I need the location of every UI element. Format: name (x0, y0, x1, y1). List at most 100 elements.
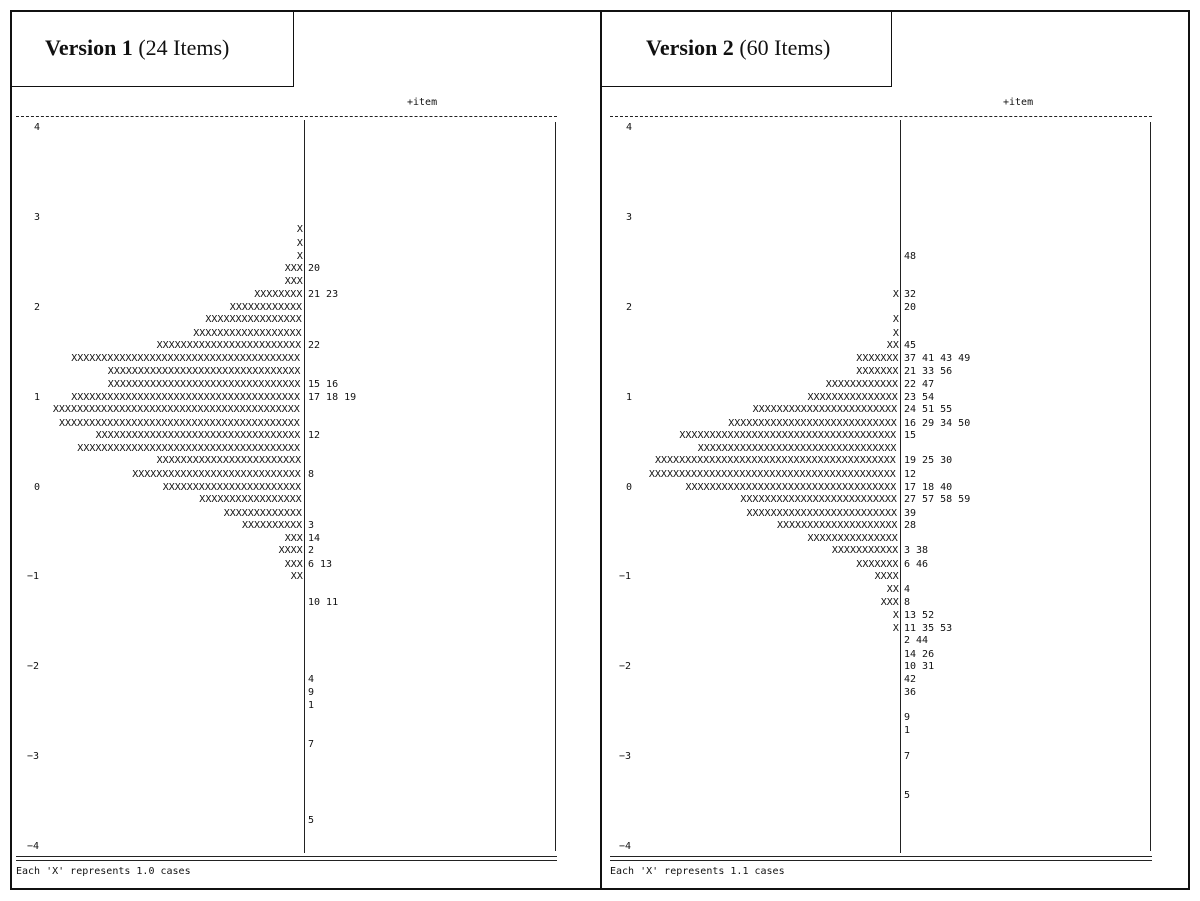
item-label: 45 (904, 340, 917, 352)
map-header: +item (407, 97, 438, 108)
item-label: 15 16 (308, 379, 339, 391)
person-count-bar: X (296, 237, 303, 249)
logit-tick-label: −3 (619, 751, 632, 763)
person-count-bar: XXXXXXXXXXX (831, 545, 899, 557)
logit-tick-label: −4 (619, 841, 632, 852)
item-label: 8 (904, 597, 911, 609)
person-count-bar: XXXXXXXXXXXXXXXXXXXXXXXXXXXXXXXXXXXXXXXX… (648, 468, 896, 480)
person-count-bar: XXXXXXXXXXXXXXXXXX (193, 327, 302, 339)
right-border-line (555, 122, 556, 851)
person-count-bar: X (892, 610, 899, 622)
item-label: 17 18 40 (904, 481, 953, 493)
item-label: 17 18 19 (308, 391, 357, 403)
item-label: 4 (308, 673, 315, 685)
item-label: 13 52 (904, 610, 935, 622)
item-label: 48 (904, 250, 917, 262)
item-label: 27 57 58 59 (904, 494, 971, 506)
person-count-bar: XX (886, 340, 899, 352)
logit-tick-label: −1 (27, 571, 40, 583)
item-label: 9 (308, 687, 315, 699)
logit-tick-label: 1 (626, 391, 633, 403)
item-label: 22 47 (904, 379, 935, 391)
person-count-bar: XXXXXXXXXXXXXXXXXXXXXXXXXXXXXXXXXXXX (679, 430, 897, 442)
logit-tick-label: −2 (619, 661, 632, 673)
person-count-bar: XXXXXXXXXXXXXXXXXXXXXXXXXXXXXXXXXXXXXX (71, 352, 300, 364)
person-count-bar: XXXXXXX (856, 365, 899, 377)
person-count-bar: XXXXXXXXXXXXXXXXXXXXXXXX (156, 455, 302, 467)
person-count-bar: XXX (284, 263, 303, 275)
person-count-bar: XXXXXXXXXXXXXXXXXXXXXXXXXXXXXXXXXXXXXX (71, 391, 300, 403)
item-label: 28 (904, 520, 917, 532)
logit-tick-label: −3 (27, 751, 40, 763)
logit-tick-label: 0 (626, 481, 633, 493)
map-footer: Each 'X' represents 1.0 cases (16, 866, 191, 877)
item-label: 16 29 34 50 (904, 417, 971, 429)
item-label: 24 51 55 (904, 404, 953, 416)
person-count-bar: XXXXXXXXXXXXXXXXXXXX (777, 520, 898, 532)
map-footer: Each 'X' represents 1.1 cases (610, 866, 785, 877)
person-count-bar: X (892, 327, 899, 339)
person-count-bar: X (296, 250, 303, 262)
logit-tick-label: 1 (34, 391, 41, 403)
logit-tick-label: 4 (626, 122, 633, 133)
person-count-bar: XX (886, 583, 899, 595)
item-label: 1 (904, 725, 911, 737)
logit-tick-label: 0 (34, 481, 41, 493)
item-label: 3 38 (904, 545, 929, 557)
item-label: 39 (904, 507, 917, 519)
logit-tick-label: −2 (27, 661, 40, 673)
person-count-bar: XXXXXXXXXXXXXXXXXXXXXXXXXXXXXXXXXXXXXXXX (655, 455, 896, 467)
panel-title-rest: (24 Items) (138, 35, 230, 60)
center-axis-line (304, 120, 305, 853)
person-count-bar: X (892, 622, 899, 634)
bottom-double-rule (610, 856, 1152, 861)
person-count-bar: X (892, 289, 899, 301)
person-count-bar: XXX (284, 558, 303, 570)
logit-tick-label: 3 (626, 211, 633, 223)
person-count-bar: XX (290, 571, 303, 583)
person-count-bar: XXXXXXXXXXXXXXXXXXXXXXXXXXXXXXXX (107, 365, 301, 377)
item-label: 7 (308, 738, 315, 750)
person-count-bar: XXXXXXXXXXXX (229, 301, 303, 313)
person-count-bar: XXXXXXXXXXXXXXXXXXXXXXXXXXXXXXXXX (697, 442, 897, 454)
person-count-bar: X (892, 314, 899, 326)
panel-title-bold: Version 1 (45, 35, 133, 60)
item-label: 20 (308, 263, 321, 275)
panel-title-rest: (60 Items) (739, 35, 831, 60)
item-label: 6 13 (308, 558, 333, 570)
item-label: 10 11 (308, 597, 339, 609)
bottom-double-rule (16, 856, 557, 861)
person-count-bar: XXXXXXXXXXXXXXXXX (199, 494, 302, 506)
panel-title-bold: Version 2 (646, 35, 734, 60)
item-label: 3 (308, 520, 315, 532)
person-count-bar: XXXXXXXXXXXXXXXXXXXXXXXXXXXXXXXXXXX (685, 481, 897, 493)
person-count-bar: XXXXXXXXXXXXXXXXXXXXXXXXXXXXXXXXXXXXXXXX (59, 417, 300, 429)
person-count-bar: XXXXXXXXXX (242, 520, 303, 532)
version-1-panel: Version 1 (24 Items) +item Each 'X' repr… (12, 10, 600, 890)
item-label: 5 (308, 814, 315, 826)
top-dashed-rule (610, 116, 1152, 117)
person-count-bar: XXXXXXXXXXXXX (223, 507, 302, 519)
item-label: 42 (904, 673, 917, 685)
person-count-bar: XXX (284, 275, 303, 287)
item-label: 2 44 (904, 635, 929, 647)
person-count-bar: XXXXXXXXXXXXXXXXXXXXXXXX (156, 340, 302, 352)
item-label: 5 (904, 789, 911, 801)
item-label: 21 23 (308, 289, 339, 301)
logit-tick-label: −4 (27, 841, 40, 852)
person-count-bar: XXXXXXXXXXXXXXXXXXXXXXX (162, 481, 302, 493)
logit-tick-label: 2 (626, 301, 633, 313)
item-label: 1 (308, 699, 315, 711)
item-label: 21 33 56 (904, 365, 953, 377)
item-label: 11 35 53 (904, 622, 953, 634)
center-axis-line (900, 120, 901, 853)
item-label: 12 (308, 430, 321, 442)
item-label: 14 (308, 532, 321, 544)
item-label: 14 26 (904, 648, 935, 660)
person-count-bar: XXXXXXXXXXXXXXXXXXXXXXXXXXXX (728, 417, 897, 429)
item-label: 23 54 (904, 391, 935, 403)
item-label: 4 (904, 583, 911, 595)
person-count-bar: XXXX (278, 545, 303, 557)
